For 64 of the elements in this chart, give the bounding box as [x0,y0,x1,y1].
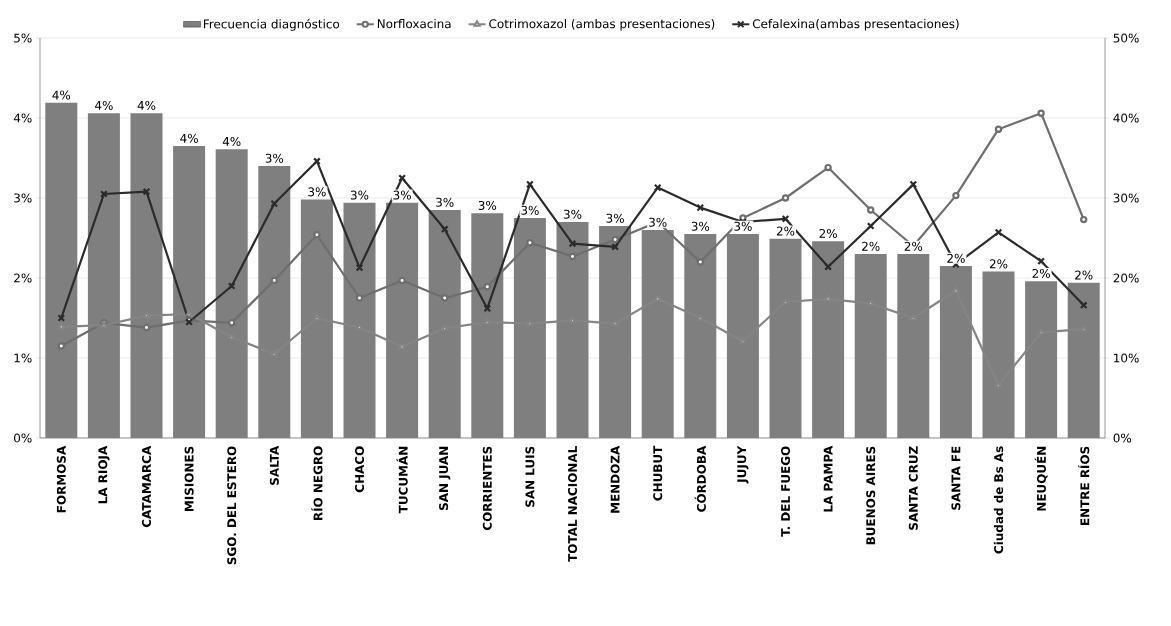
x-tick-label: MENDOZA [610,445,620,513]
y2-tick-label: 40% [1113,113,1139,123]
x-tick-label: NEUQUÉN [1034,446,1048,511]
data-label: 2% [1075,270,1093,280]
y-tick-label: 0% [14,433,32,443]
data-label: 4% [180,133,198,143]
x-tick-label: CATAMARCA [141,445,152,528]
data-label: 4% [52,90,71,100]
x-tick-label: RÍO NEGRO [311,446,323,521]
x-tick-label: SAN LUIS [525,446,535,507]
y2-tick-label: 10% [1114,353,1139,363]
data-label: 2% [1032,268,1050,278]
y2-tick-label: 0% [1113,433,1132,443]
legend-label: Cefalexina(ambas presentaciones) [752,19,959,31]
data-label: 3% [734,221,752,231]
x-tick-label: CORRIENTES [482,446,492,531]
x-tick-label: SAN JUAN [439,446,451,510]
legend-label: Frecuencia diagnóstico [203,18,340,31]
data-label: 4% [222,136,241,146]
data-label: 2% [862,241,880,251]
data-label: 3% [691,221,710,231]
data-label: 3% [563,209,582,219]
data-label: 2% [947,253,965,263]
legend-label: Cotrimoxazol (ambas presentaciones) [489,19,715,31]
x-tick-label: CHUBUT [653,445,663,501]
x-tick-label: ENTRE RÍOS [1078,446,1090,525]
x-tick-label: LA PAMPA [823,445,833,512]
y-tick-label: 1% [14,353,32,363]
x-tick-label: BUENOS AIRES [866,446,876,545]
data-label: 2% [989,259,1008,269]
x-tick-label: SANTA CRUZ [908,446,918,530]
y2-tick-label: 20% [1113,273,1139,283]
legend-label: Norfloxacina [377,19,451,29]
x-tick-label: MISIONES [184,446,194,512]
x-tick-label: T. DEL FUEGO [780,446,791,537]
x-tick-label: CHACO [354,446,365,493]
data-label: 4% [95,100,113,110]
y-tick-label: 3% [14,193,32,203]
x-tick-label: FORMOSA [56,445,66,513]
y2-tick-label: 50% [1113,33,1139,43]
data-label: 3% [265,153,284,163]
y-tick-label: 2% [14,273,32,283]
data-label: 3% [350,190,369,200]
x-tick-label: TUCUMÁN [396,446,408,514]
data-label: 3% [436,197,454,207]
y-tick-label: 4% [13,113,32,123]
y2-tick-label: 30% [1113,193,1139,203]
data-label: 2% [819,228,837,238]
x-tick-label: TOTAL NACIONAL [567,446,578,562]
x-tick-label: SGO. DEL ESTERO [227,446,237,565]
x-tick-label: Ciudad de Bs As [993,446,1004,554]
data-label: 3% [606,213,624,223]
data-label: 3% [521,205,539,215]
x-tick-label: SALTA [269,445,279,485]
x-tick-label: LA RIOJA [98,445,110,504]
data-label: 2% [776,226,795,236]
x-tick-label: JUJUY [737,445,749,484]
data-label: 3% [478,200,497,210]
data-label: 3% [308,187,326,197]
data-label: 4% [137,100,156,110]
x-tick-label: SANTA FE [951,446,961,510]
data-label: 3% [393,190,411,200]
y-tick-label: 5% [14,33,32,43]
x-tick-label: CÓRDOBA [694,445,706,512]
